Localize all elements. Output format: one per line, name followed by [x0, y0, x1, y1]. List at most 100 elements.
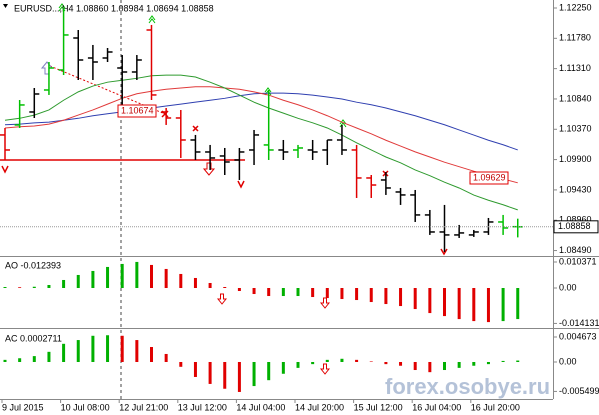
x-tick-label: 14 Jul 04:00	[236, 402, 285, 412]
histogram-bar	[501, 288, 505, 322]
histogram-bar	[47, 284, 51, 289]
histogram-bar	[486, 288, 490, 323]
histogram-bar	[106, 266, 110, 289]
histogram-bar	[164, 268, 168, 289]
annotation-box	[469, 171, 509, 185]
histogram-bar	[193, 361, 197, 377]
chart-title: EURUSD...,H4 1.08860 1.08984 1.08694 1.0…	[14, 3, 214, 13]
histogram-bar	[179, 273, 183, 289]
y-tick-label: 1.11310	[559, 63, 591, 73]
y-tick-label: -0.014131	[559, 318, 599, 328]
histogram-bar	[91, 270, 95, 289]
price-tag: 1.08858	[558, 221, 591, 231]
histogram-bar	[135, 261, 139, 289]
y-tick-label: 0.00	[559, 282, 577, 292]
histogram-bar	[369, 288, 373, 303]
histogram-bar	[457, 288, 461, 320]
histogram-bar	[208, 361, 212, 384]
histogram-bar	[413, 361, 417, 371]
y-tick-label: 1.09900	[559, 154, 592, 164]
histogram-bar	[47, 351, 51, 362]
y-tick-label: -0.005499	[559, 386, 599, 396]
histogram-bar	[384, 361, 388, 365]
histogram-bar	[18, 358, 22, 362]
indicator-title: AO -0.012393	[5, 260, 61, 270]
histogram-bar	[150, 347, 153, 362]
moving-average	[4, 74, 518, 211]
signal-arrow	[319, 363, 331, 375]
histogram-bar	[516, 360, 520, 362]
y-tick-label: 0.010371	[559, 256, 597, 266]
histogram-bar	[296, 361, 300, 368]
fractal-arrow	[202, 162, 216, 176]
y-tick-label: 1.10840	[559, 93, 592, 103]
histogram-bar	[399, 361, 403, 366]
x-tick-label: 14 Jul 20:00	[295, 402, 344, 412]
y-tick-label: 0.00	[559, 356, 577, 366]
histogram-bar	[428, 288, 432, 314]
moving-average	[4, 86, 518, 184]
histogram-bar	[164, 353, 168, 362]
histogram-bar	[267, 288, 271, 297]
histogram-bar	[281, 361, 285, 374]
histogram-bar	[32, 356, 36, 362]
histogram-bar	[501, 360, 505, 362]
histogram-bar	[472, 361, 476, 366]
histogram-bar	[428, 361, 432, 373]
menu-icon	[3, 4, 8, 8]
y-tick-label: 1.09430	[559, 184, 592, 194]
histogram-bar	[311, 361, 315, 365]
down-mark	[440, 248, 448, 256]
histogram-bar	[208, 282, 212, 289]
histogram-bar	[237, 361, 241, 392]
down-mark	[237, 180, 245, 189]
signal-mark	[148, 15, 156, 24]
histogram-bar	[18, 287, 22, 289]
histogram-bar	[193, 277, 197, 289]
x-tick-label: 16 Jul 20:00	[471, 402, 520, 412]
histogram-bar	[91, 335, 95, 362]
x-tick-label: 16 Jul 04:00	[412, 402, 461, 412]
histogram-bar	[106, 335, 110, 362]
histogram-bar	[340, 288, 344, 300]
x-tick-label: 13 Jul 12:00	[178, 402, 227, 412]
histogram-bar	[384, 288, 388, 305]
histogram-bar	[443, 361, 446, 371]
histogram-bar	[120, 335, 124, 362]
histogram-bar	[223, 286, 227, 289]
signal-arrow	[319, 297, 331, 309]
histogram-bar	[516, 288, 520, 320]
histogram-bar	[399, 288, 403, 307]
down-mark	[1, 165, 9, 174]
histogram-bar	[3, 286, 7, 289]
x-tick-label: 9 Jul 2015	[2, 402, 44, 412]
histogram-bar	[252, 361, 256, 387]
histogram-bar	[486, 361, 490, 365]
histogram-bar	[76, 340, 80, 362]
histogram-bar	[32, 286, 36, 289]
y-tick-label: 1.08490	[559, 245, 592, 255]
histogram-bar	[179, 361, 183, 367]
watermark: forex.osobye.ru	[385, 374, 550, 399]
histogram-bar	[237, 288, 241, 292]
histogram-bar	[62, 279, 66, 289]
y-tick-label: 1.08960	[559, 215, 592, 225]
histogram-bar	[443, 288, 446, 317]
histogram-bar	[150, 264, 153, 289]
y-tick-label: 0.004673	[559, 331, 597, 341]
histogram-bar	[369, 361, 373, 362]
histogram-bar	[325, 288, 329, 299]
indicator-title: AC 0.0002711	[5, 333, 62, 343]
histogram-bar	[340, 358, 344, 362]
histogram-bar	[76, 274, 80, 289]
histogram-bar	[267, 361, 271, 381]
annotation: 1.10674	[121, 105, 154, 115]
signal-arrow	[216, 293, 228, 305]
histogram-bar	[311, 288, 315, 298]
histogram-bar	[355, 359, 359, 362]
histogram-bar	[223, 361, 227, 389]
x-tick-label: 10 Jul 08:00	[61, 402, 110, 412]
